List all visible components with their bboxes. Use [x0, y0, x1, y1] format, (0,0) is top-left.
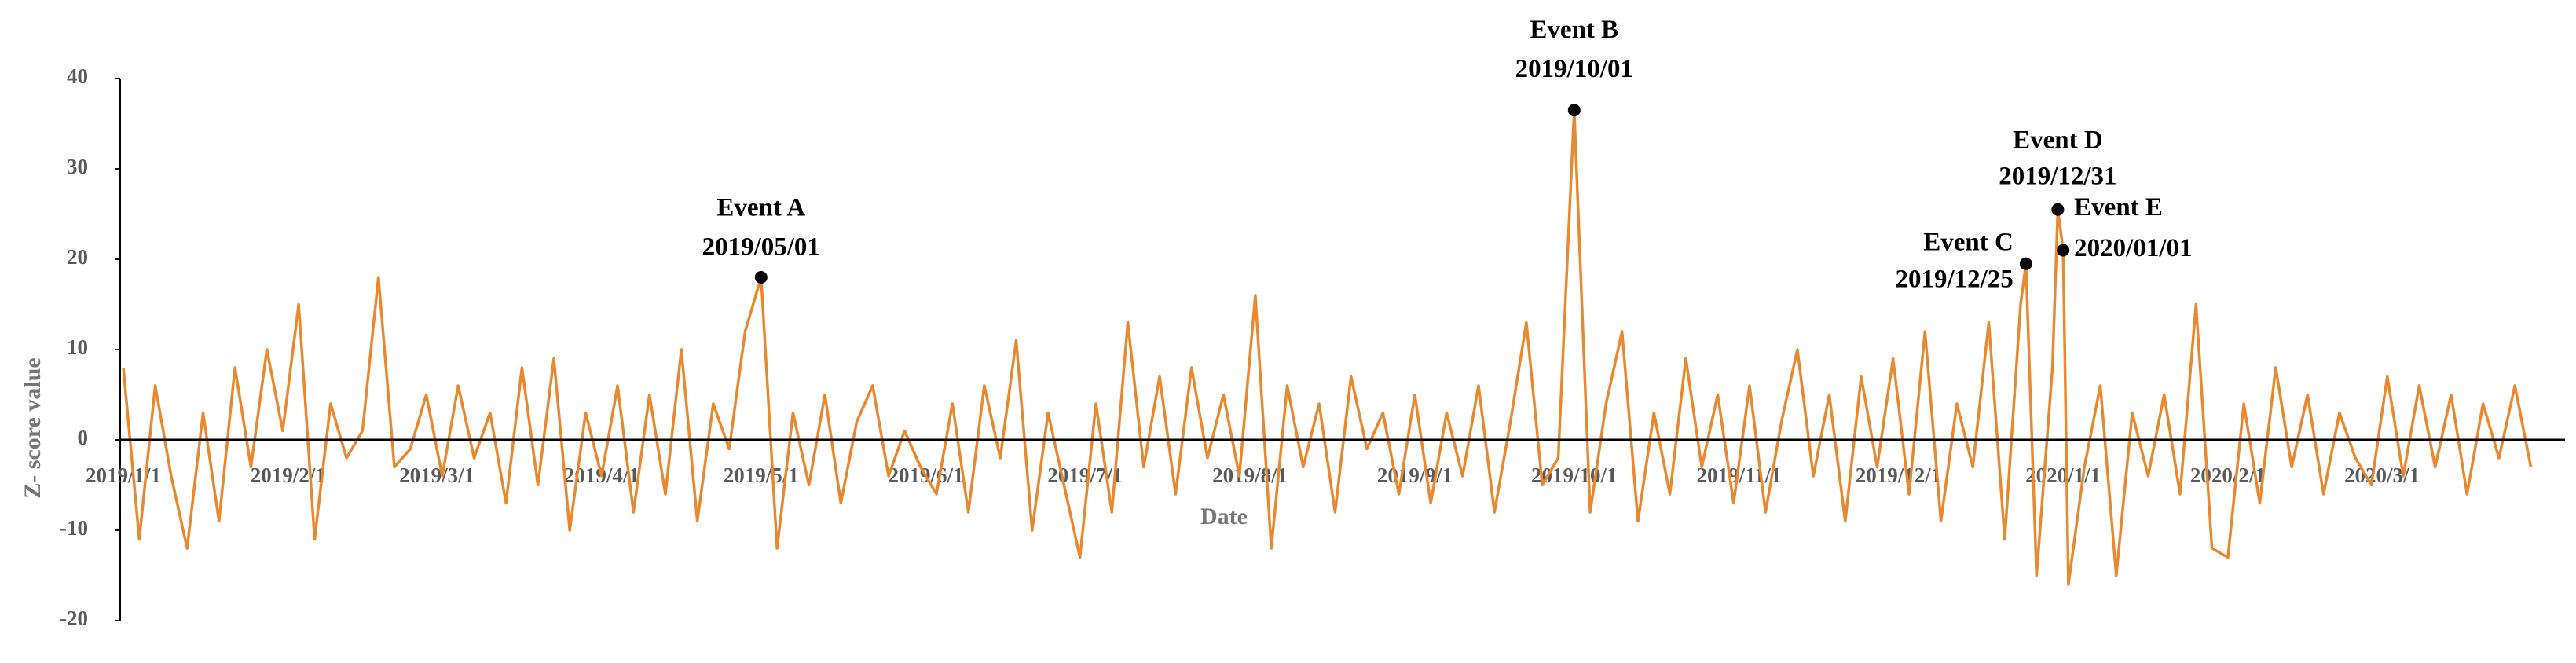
event-date: 2020/01/01 — [2074, 234, 2192, 262]
y-tick-label: 0 — [78, 426, 89, 449]
x-tick-label: 2019/12/1 — [1856, 463, 1942, 487]
y-tick-label: -20 — [60, 606, 88, 630]
x-tick-label: 2019/8/1 — [1212, 463, 1288, 487]
event-marker — [2051, 203, 2065, 216]
y-tick-label: 40 — [67, 64, 88, 88]
x-tick-label: 2019/3/1 — [399, 463, 475, 487]
data-line — [122, 108, 2533, 586]
x-tick-label: 2019/2/1 — [251, 463, 326, 487]
x-tick-label: 2019/10/1 — [1531, 463, 1618, 487]
event-marker — [2057, 244, 2070, 257]
y-tick-label: 10 — [67, 335, 88, 359]
y-tick-label: 20 — [67, 245, 88, 269]
event-label: Event B — [1530, 16, 1618, 44]
y-tick-label: 30 — [67, 155, 88, 178]
x-tick-label: 2020/1/1 — [2025, 463, 2101, 487]
x-axis-label: Date — [1200, 504, 1248, 529]
event-date: 2019/12/31 — [1999, 162, 2116, 190]
y-axis-label: Z- score value — [20, 357, 46, 498]
event-date: 2019/05/01 — [702, 233, 820, 262]
event-date: 2019/10/01 — [1515, 55, 1633, 83]
event-label: Event A — [716, 194, 805, 222]
event-label: Event E — [2074, 193, 2163, 222]
event-marker — [754, 271, 768, 284]
event-label: Event D — [2013, 126, 2103, 154]
y-tick-label: -10 — [60, 516, 88, 540]
x-tick-label: 2020/3/1 — [2344, 463, 2420, 487]
x-tick-label: 2019/9/1 — [1377, 463, 1453, 487]
event-marker — [1567, 104, 1581, 117]
x-tick-label: 2019/1/1 — [86, 463, 161, 487]
event-marker — [2019, 257, 2032, 270]
event-date: 2019/12/25 — [1895, 265, 2013, 293]
event-label: Event C — [1923, 228, 2014, 256]
